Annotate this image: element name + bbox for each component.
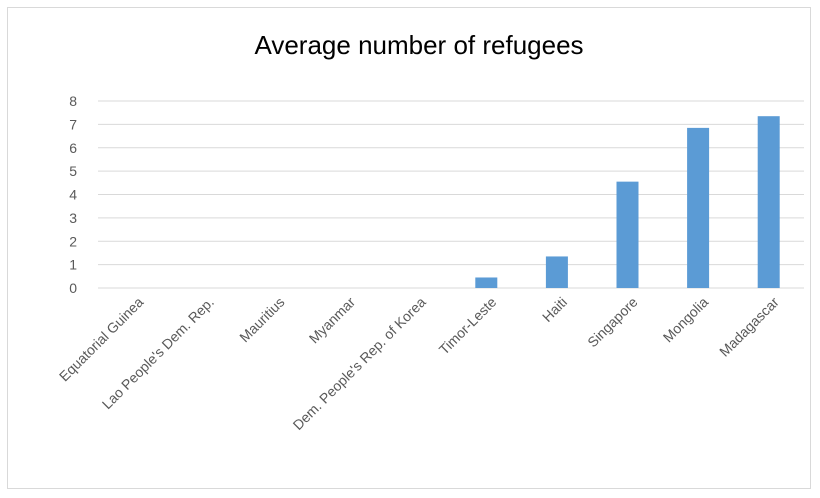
y-tick-label: 0 (69, 280, 77, 296)
x-tick-label: Timor-Leste (436, 294, 500, 358)
x-tick-label: Singapore (584, 294, 641, 351)
x-tick-label: Mongolia (660, 294, 712, 346)
y-tick-label: 4 (69, 187, 77, 203)
x-tick-label: Myanmar (306, 294, 359, 347)
x-tick-label: Dem. People's Rep. of Korea (290, 294, 429, 433)
y-tick-label: 7 (69, 116, 77, 132)
x-tick-label: Haiti (539, 294, 570, 325)
bar (475, 277, 498, 288)
x-tick-label: Mauritius (236, 294, 287, 345)
bar (757, 116, 780, 288)
bar (687, 127, 710, 288)
bar (545, 256, 568, 288)
y-tick-label: 3 (69, 210, 77, 226)
bar (616, 181, 639, 288)
x-tick-label: Madagascar (716, 294, 782, 360)
chart-title: Average number of refugees (254, 30, 584, 60)
y-tick-label: 5 (69, 163, 77, 179)
y-tick-label: 6 (69, 140, 77, 156)
chart-area (7, 7, 811, 489)
y-tick-label: 8 (69, 93, 77, 109)
y-tick-label: 1 (69, 257, 77, 273)
y-tick-label: 2 (69, 233, 77, 249)
